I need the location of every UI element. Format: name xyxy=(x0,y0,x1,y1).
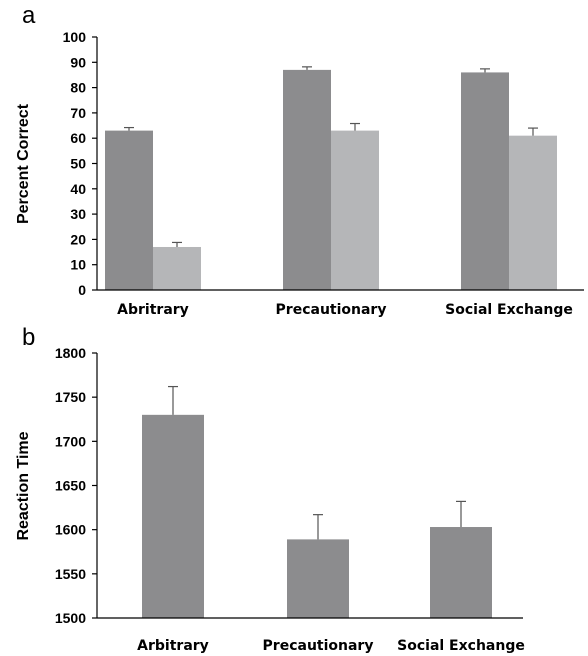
panel-b-y-tick-label: 1700 xyxy=(55,433,86,449)
panel-a-bar-2-3 xyxy=(509,135,557,290)
panel-a-y-tick-label: 20 xyxy=(70,231,86,247)
panel-a-bar-1-2 xyxy=(283,69,331,290)
panel-a-y-tick-label: 0 xyxy=(78,282,86,298)
panel-a-category-label: Precautionary xyxy=(276,302,387,318)
panel-b-y-tick-label: 1750 xyxy=(55,389,86,405)
panel-b-category-label: Social Exchange xyxy=(397,638,525,654)
panel-a-bar-2-2 xyxy=(331,130,379,290)
panel-a-y-tick-label: 80 xyxy=(70,80,86,96)
panel-a-y-tick-label: 50 xyxy=(70,156,86,172)
panel-a-y-tick-label: 10 xyxy=(70,257,86,273)
chart-panel-b: b Reaction Time 1500 1550 1600 1650 1700 1750… xyxy=(15,324,525,654)
panel-b-y-axis-title: Reaction Time xyxy=(15,431,32,540)
panel-a-y-axis-title: Percent Correct xyxy=(15,103,32,224)
panel-b-bar-1-2 xyxy=(287,539,349,618)
panel-a-category-label: Abritrary xyxy=(117,302,189,318)
panel-a-bar-1-1 xyxy=(105,130,153,290)
panel-b-y-tick-label: 1650 xyxy=(55,478,86,494)
panel-b-letter: b xyxy=(22,324,35,351)
panel-b-y-tick-label: 1500 xyxy=(55,610,86,626)
panel-a-y-tick-label: 30 xyxy=(70,206,86,222)
chart-panel-a: a Percent Correct 0 10 20 30 40 50 60 70 80 90 100… xyxy=(15,2,584,318)
panel-a-y-tick-label: 60 xyxy=(70,130,86,146)
panel-b-category-label: Precautionary xyxy=(263,638,374,654)
panel-b-bar-1-3 xyxy=(430,527,492,618)
panel-b-bars xyxy=(142,385,492,618)
panel-b-bar-1-1 xyxy=(142,414,204,618)
panel-a-y-tick-label: 100 xyxy=(63,29,87,45)
panel-a-bar-2-1 xyxy=(153,246,201,290)
panel-a-letter: a xyxy=(22,2,36,29)
panel-b-category-labels: Arbitrary Precautionary Social Exchange xyxy=(137,638,525,654)
panel-b-y-ticks: 1500 1550 1600 1650 1700 1750 1800 xyxy=(55,345,97,626)
panel-a-y-tick-label: 40 xyxy=(70,181,86,197)
panel-b-category-label: Arbitrary xyxy=(137,638,209,654)
panel-b-y-tick-label: 1800 xyxy=(55,345,86,361)
panel-a-category-labels: Abritrary Precautionary Social Exchange xyxy=(117,302,573,318)
panel-a-y-tick-label: 90 xyxy=(70,54,86,70)
panel-a-category-label: Social Exchange xyxy=(445,302,573,318)
panel-b-y-tick-label: 1600 xyxy=(55,522,86,538)
panel-a-y-tick-label: 70 xyxy=(70,105,86,121)
panel-a-bar-1-3 xyxy=(461,72,509,290)
panel-a-y-ticks: 0 10 20 30 40 50 60 70 80 90 100 xyxy=(63,29,97,298)
panel-b-y-tick-label: 1550 xyxy=(55,566,86,582)
panel-a-bars xyxy=(105,66,557,290)
